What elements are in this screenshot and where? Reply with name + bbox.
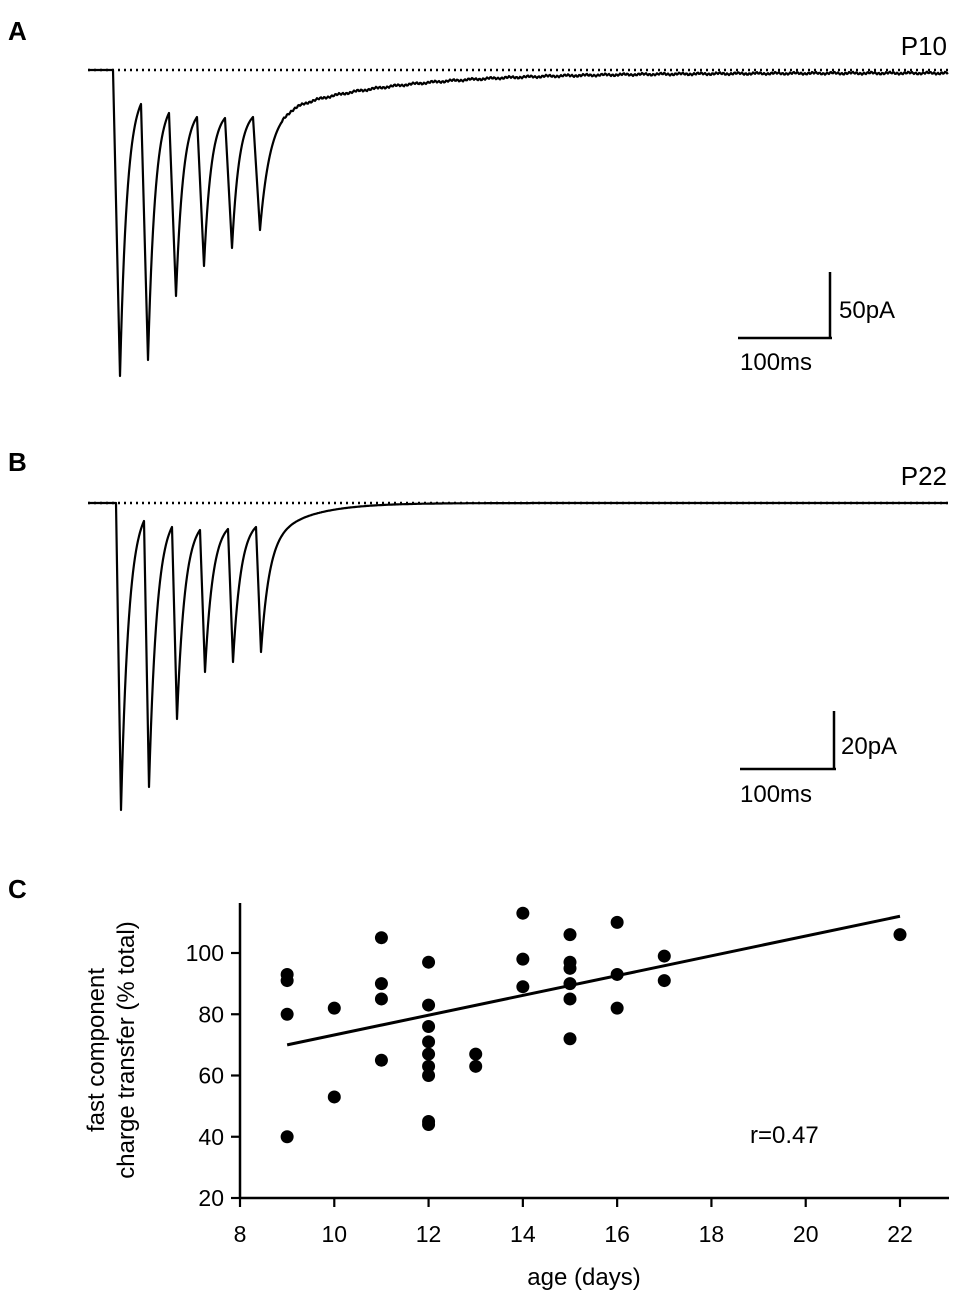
data-point	[422, 998, 436, 1012]
x-tick-label: 10	[321, 1221, 347, 1247]
data-point	[422, 1020, 436, 1033]
panel-a: A P10 50pA 100ms	[8, 16, 949, 378]
x-tick-label: 14	[510, 1221, 536, 1247]
data-point	[610, 1001, 624, 1015]
panel-b-scale-y-label: 20pA	[841, 733, 897, 760]
regression-line	[286, 914, 901, 1047]
data-point	[422, 1118, 436, 1131]
y-tick-label: 100	[186, 940, 224, 966]
data-point	[469, 1059, 483, 1073]
data-point	[374, 977, 388, 991]
panel-a-current-trace	[87, 68, 949, 378]
data-point	[280, 1007, 294, 1021]
data-point	[563, 992, 577, 1006]
x-axis-title: age (days)	[527, 1264, 640, 1291]
data-point	[280, 1130, 294, 1144]
y-tick-label: 40	[198, 1124, 224, 1150]
data-points	[280, 906, 907, 1144]
panel-b-letter: B	[8, 447, 27, 477]
y-axis-title-line2: charge transfer (% total)	[113, 921, 140, 1178]
x-tick-label: 18	[699, 1221, 725, 1247]
data-point	[610, 967, 624, 981]
y-ticks: 20 40 60 80 100	[186, 940, 240, 1211]
x-ticks: 8 10 12 14 16 18 20 22	[234, 1198, 913, 1247]
panel-b-current-trace	[87, 501, 949, 812]
data-point	[374, 992, 388, 1006]
data-point	[422, 1059, 436, 1073]
data-point	[327, 1090, 341, 1104]
panel-c-letter: C	[8, 874, 27, 904]
panel-b-age-label: P22	[901, 461, 947, 491]
data-point	[422, 1047, 436, 1061]
data-point	[610, 915, 624, 929]
panel-c: C 8 10 12 14 16 18 20 22 20 40 60 80 100 age (days)…	[8, 874, 949, 1291]
data-point	[374, 1053, 388, 1067]
panel-a-scale-bar: 50pA 100ms	[738, 272, 895, 376]
data-point	[422, 1069, 436, 1082]
data-point	[422, 1035, 436, 1049]
panel-a-scale-x-label: 100ms	[740, 349, 812, 376]
data-point	[516, 906, 530, 920]
x-tick-label: 12	[416, 1221, 442, 1247]
panel-b-scale-bar: 20pA 100ms	[740, 711, 897, 808]
data-point	[280, 974, 294, 988]
data-point	[516, 980, 530, 994]
data-point	[657, 949, 671, 963]
data-point	[563, 977, 577, 991]
panel-b-scale-x-label: 100ms	[740, 781, 812, 808]
panel-b: B P22 20pA 100ms	[8, 447, 949, 812]
y-axis-title-line1: fast component	[83, 968, 110, 1132]
y-tick-label: 20	[198, 1185, 224, 1211]
y-tick-label: 80	[198, 1001, 224, 1027]
y-tick-label: 60	[198, 1063, 224, 1089]
data-point	[516, 952, 530, 966]
y-axis-title: fast component charge transfer (% total)	[83, 921, 140, 1178]
panel-a-letter: A	[8, 16, 27, 46]
data-point	[469, 1047, 483, 1061]
data-point	[657, 974, 671, 988]
panel-a-scale-y-label: 50pA	[839, 297, 895, 324]
x-tick-label: 16	[604, 1221, 630, 1247]
data-point	[893, 928, 907, 942]
x-tick-label: 20	[793, 1221, 819, 1247]
x-tick-label: 22	[887, 1221, 913, 1247]
data-point	[563, 928, 577, 942]
data-point	[327, 1001, 341, 1015]
panel-a-age-label: P10	[901, 31, 947, 61]
correlation-annotation: r=0.47	[750, 1122, 819, 1149]
data-point	[563, 1032, 577, 1046]
data-point	[374, 931, 388, 945]
data-point	[563, 961, 577, 975]
scatter-chart: 8 10 12 14 16 18 20 22 20 40 60 80 100 age (days) f…	[83, 903, 949, 1291]
data-point	[422, 955, 436, 969]
x-tick-label: 8	[234, 1221, 247, 1247]
